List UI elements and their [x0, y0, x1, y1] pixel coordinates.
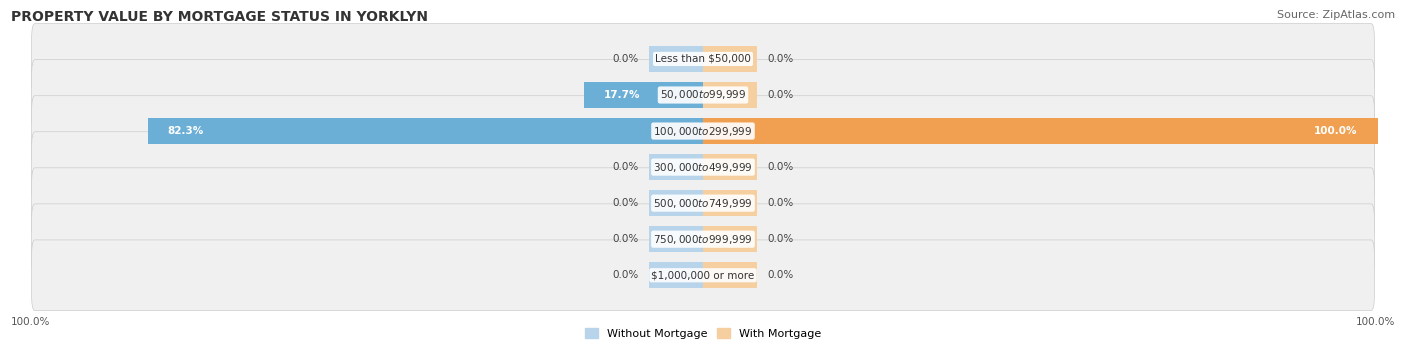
FancyBboxPatch shape: [31, 60, 1375, 130]
Text: 0.0%: 0.0%: [768, 270, 793, 280]
Text: 0.0%: 0.0%: [768, 90, 793, 100]
Text: $500,000 to $749,999: $500,000 to $749,999: [654, 197, 752, 210]
Text: $300,000 to $499,999: $300,000 to $499,999: [654, 161, 752, 174]
Text: 0.0%: 0.0%: [613, 198, 638, 208]
FancyBboxPatch shape: [31, 168, 1375, 238]
Text: 0.0%: 0.0%: [613, 234, 638, 244]
FancyBboxPatch shape: [31, 204, 1375, 275]
Bar: [703, 82, 756, 108]
Bar: [650, 154, 703, 180]
Legend: Without Mortgage, With Mortgage: Without Mortgage, With Mortgage: [581, 324, 825, 341]
FancyBboxPatch shape: [31, 240, 1375, 311]
FancyBboxPatch shape: [31, 24, 1375, 94]
Text: PROPERTY VALUE BY MORTGAGE STATUS IN YORKLYN: PROPERTY VALUE BY MORTGAGE STATUS IN YOR…: [11, 10, 429, 24]
Text: $50,000 to $99,999: $50,000 to $99,999: [659, 89, 747, 102]
Text: 82.3%: 82.3%: [167, 126, 204, 136]
Bar: [703, 118, 1378, 144]
Text: Source: ZipAtlas.com: Source: ZipAtlas.com: [1277, 10, 1395, 20]
Text: Less than $50,000: Less than $50,000: [655, 54, 751, 64]
Text: 0.0%: 0.0%: [768, 234, 793, 244]
Text: 0.0%: 0.0%: [613, 54, 638, 64]
Bar: [650, 46, 703, 72]
Text: $1,000,000 or more: $1,000,000 or more: [651, 270, 755, 280]
Bar: [703, 190, 756, 216]
Text: 0.0%: 0.0%: [768, 54, 793, 64]
FancyBboxPatch shape: [31, 132, 1375, 203]
Bar: [650, 226, 703, 252]
Text: 100.0%: 100.0%: [1315, 126, 1358, 136]
Bar: [703, 262, 756, 288]
Bar: [703, 154, 756, 180]
Bar: [703, 118, 756, 144]
Text: 0.0%: 0.0%: [613, 162, 638, 172]
Bar: [650, 262, 703, 288]
Bar: [703, 46, 756, 72]
Text: 100.0%: 100.0%: [11, 317, 51, 327]
Text: $750,000 to $999,999: $750,000 to $999,999: [654, 233, 752, 246]
Bar: [148, 118, 703, 144]
Bar: [703, 226, 756, 252]
Bar: [650, 190, 703, 216]
FancyBboxPatch shape: [31, 96, 1375, 166]
Text: 17.7%: 17.7%: [603, 90, 640, 100]
Bar: [583, 82, 703, 108]
Text: 100.0%: 100.0%: [1355, 317, 1395, 327]
Text: 0.0%: 0.0%: [768, 198, 793, 208]
Text: $100,000 to $299,999: $100,000 to $299,999: [654, 124, 752, 137]
Bar: [650, 82, 703, 108]
Text: 0.0%: 0.0%: [768, 162, 793, 172]
Bar: [650, 118, 703, 144]
Text: 0.0%: 0.0%: [613, 270, 638, 280]
